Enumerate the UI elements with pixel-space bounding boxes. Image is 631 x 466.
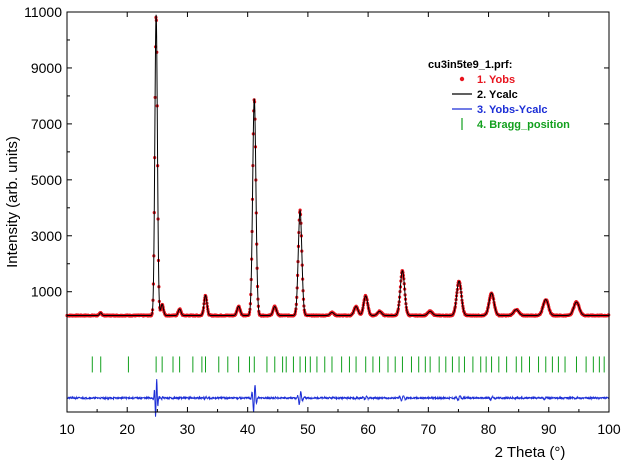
- legend-dot-icon: [459, 76, 465, 82]
- ycalc-line: [67, 14, 609, 316]
- x-tick-label: 20: [119, 421, 135, 437]
- legend-entries: 1. Yobs 2. Ycalc 3. Yobs-Ycalc 4. Bragg_pos…: [452, 74, 570, 131]
- legend-title: cu3in5te9_1.prf:: [428, 59, 512, 71]
- y-tick-label: 3000: [31, 228, 62, 244]
- y-tick-label: 9000: [31, 60, 62, 76]
- x-tick-label: 60: [360, 421, 376, 437]
- y-tick-label: 5000: [31, 172, 62, 188]
- y-axis-title: Intensity (arb. units): [4, 136, 21, 268]
- x-tick-label: 30: [180, 421, 196, 437]
- legend-entry-label: 3. Yobs-Ycalc: [477, 104, 548, 116]
- x-tick-label: 10: [59, 421, 75, 437]
- legend: cu3in5te9_1.prf: 1. Yobs 2. Ycalc 3. Yobs-…: [428, 59, 570, 131]
- bragg-positions: [91, 356, 605, 373]
- y-tick-label: 1000: [31, 284, 62, 300]
- x-tick-label: 40: [240, 421, 256, 437]
- x-tick-label: 50: [300, 421, 316, 437]
- y-tick-label: 11000: [24, 4, 62, 20]
- x-tick-label: 100: [597, 421, 621, 437]
- legend-entry-label: 1. Yobs: [477, 74, 515, 86]
- plot-layer: [65, 14, 611, 417]
- x-tick-label: 90: [541, 421, 557, 437]
- legend-entry-label: 4. Bragg_position: [477, 119, 570, 131]
- x-tick-label: 70: [421, 421, 437, 437]
- difference-line: [66, 379, 610, 417]
- yobs-series: [65, 15, 611, 318]
- y-tick-label: 7000: [31, 116, 62, 132]
- legend-entry-label: 2. Ycalc: [477, 89, 518, 101]
- plot-frame: [66, 11, 610, 413]
- x-axis-title: 2 Theta (°): [495, 444, 566, 461]
- axis-layer: 10 20 30 40 50 60 70 80 90 100 1000 3000 5000 7000 900…: [24, 4, 621, 437]
- x-tick-label: 80: [481, 421, 497, 437]
